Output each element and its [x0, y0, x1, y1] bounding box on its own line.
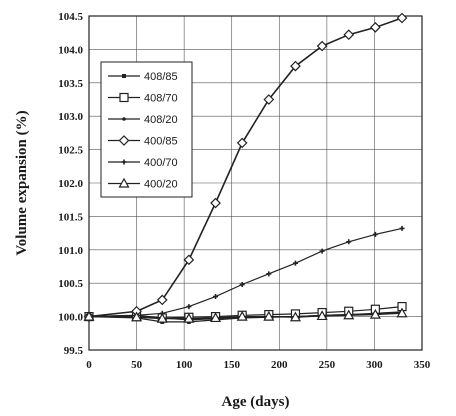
data-point	[263, 94, 275, 105]
series-layer	[83, 12, 408, 324]
data-point	[370, 22, 381, 33]
series-line	[88, 312, 403, 320]
grid-layer	[88, 15, 423, 351]
legend-entry: 400/20	[108, 177, 178, 191]
data-point	[213, 294, 219, 300]
tick-layer: 0 50 100 150 200 250 300 350 99.5 100.0 100.5 101.0…	[58, 11, 431, 371]
legend-entry: 408/70	[108, 93, 178, 105]
data-point	[372, 231, 378, 237]
data-point	[210, 312, 222, 323]
y-tick-label: 100.0	[58, 312, 83, 324]
legend-entry: 408/85	[108, 71, 178, 83]
data-point	[316, 40, 328, 52]
y-tick-label: 99.5	[64, 345, 84, 357]
data-point	[396, 12, 408, 24]
data-point	[83, 310, 95, 321]
data-point	[369, 308, 381, 319]
y-tick-label: 102.0	[58, 178, 83, 190]
legend: 408/85 408/70 408/20 400/85 400/70 400/20	[100, 61, 193, 198]
data-point	[289, 311, 301, 322]
series-line	[88, 227, 403, 318]
y-axis-title: Volume expansion (%)	[14, 110, 30, 255]
data-point	[236, 310, 248, 321]
legend-marker	[119, 92, 129, 103]
y-tick-label: 102.5	[58, 145, 83, 157]
data-point	[131, 311, 143, 322]
data-point	[186, 304, 192, 310]
data-point	[239, 282, 245, 288]
legend-marker	[118, 135, 130, 146]
legend-label: 408/20	[144, 114, 178, 126]
data-point	[399, 225, 405, 231]
data-point	[396, 307, 408, 318]
data-point	[319, 248, 325, 254]
legend-label: 408/70	[144, 93, 178, 105]
data-point	[183, 254, 195, 266]
legend-entry: 400/70	[108, 157, 178, 169]
x-tick-label: 200	[271, 359, 288, 371]
data-point	[290, 60, 301, 72]
legend-box	[100, 61, 193, 198]
y-tick-label: 100.5	[58, 278, 83, 290]
x-tick-label: 100	[176, 359, 193, 371]
legend-marker	[122, 74, 126, 78]
data-point	[156, 312, 168, 323]
y-tick-label: 103.0	[58, 111, 83, 123]
x-tick-label: 350	[414, 359, 431, 371]
series-400-70	[86, 225, 405, 320]
legend-label: 400/70	[144, 157, 178, 169]
legend-marker	[118, 177, 130, 188]
x-tick-label: 150	[223, 359, 240, 371]
x-tick-label: 0	[86, 359, 92, 371]
data-point	[263, 310, 275, 321]
data-point	[343, 29, 355, 41]
y-tick-label: 104.5	[58, 11, 83, 23]
x-tick-label: 50	[131, 359, 143, 371]
data-point	[346, 239, 352, 245]
x-axis-title: Age (days)	[222, 394, 290, 410]
series-400-20	[83, 307, 408, 323]
x-tick-label: 250	[319, 359, 336, 371]
legend-label: 400/20	[144, 179, 178, 191]
y-tick-label: 104.0	[58, 44, 83, 56]
data-point	[156, 294, 168, 306]
legend-entry: 408/20	[108, 114, 178, 126]
legend-label: 408/85	[144, 71, 178, 83]
series-400-85	[83, 12, 408, 322]
data-point	[183, 312, 195, 323]
data-point	[236, 137, 248, 149]
y-tick-label: 103.5	[58, 78, 83, 90]
y-tick-label: 101.5	[58, 211, 83, 223]
data-point	[266, 271, 272, 277]
legend-marker	[122, 117, 126, 121]
data-point	[316, 310, 328, 321]
data-point	[210, 197, 221, 209]
data-point	[343, 309, 355, 320]
x-tick-label: 300	[366, 359, 383, 371]
y-tick-label: 101.0	[58, 245, 83, 257]
series-line	[88, 17, 403, 318]
data-point	[292, 260, 298, 266]
legend-label: 400/85	[144, 136, 178, 148]
legend-entry: 400/85	[108, 135, 178, 148]
legend-marker	[121, 159, 127, 165]
plot-frame	[88, 15, 423, 351]
